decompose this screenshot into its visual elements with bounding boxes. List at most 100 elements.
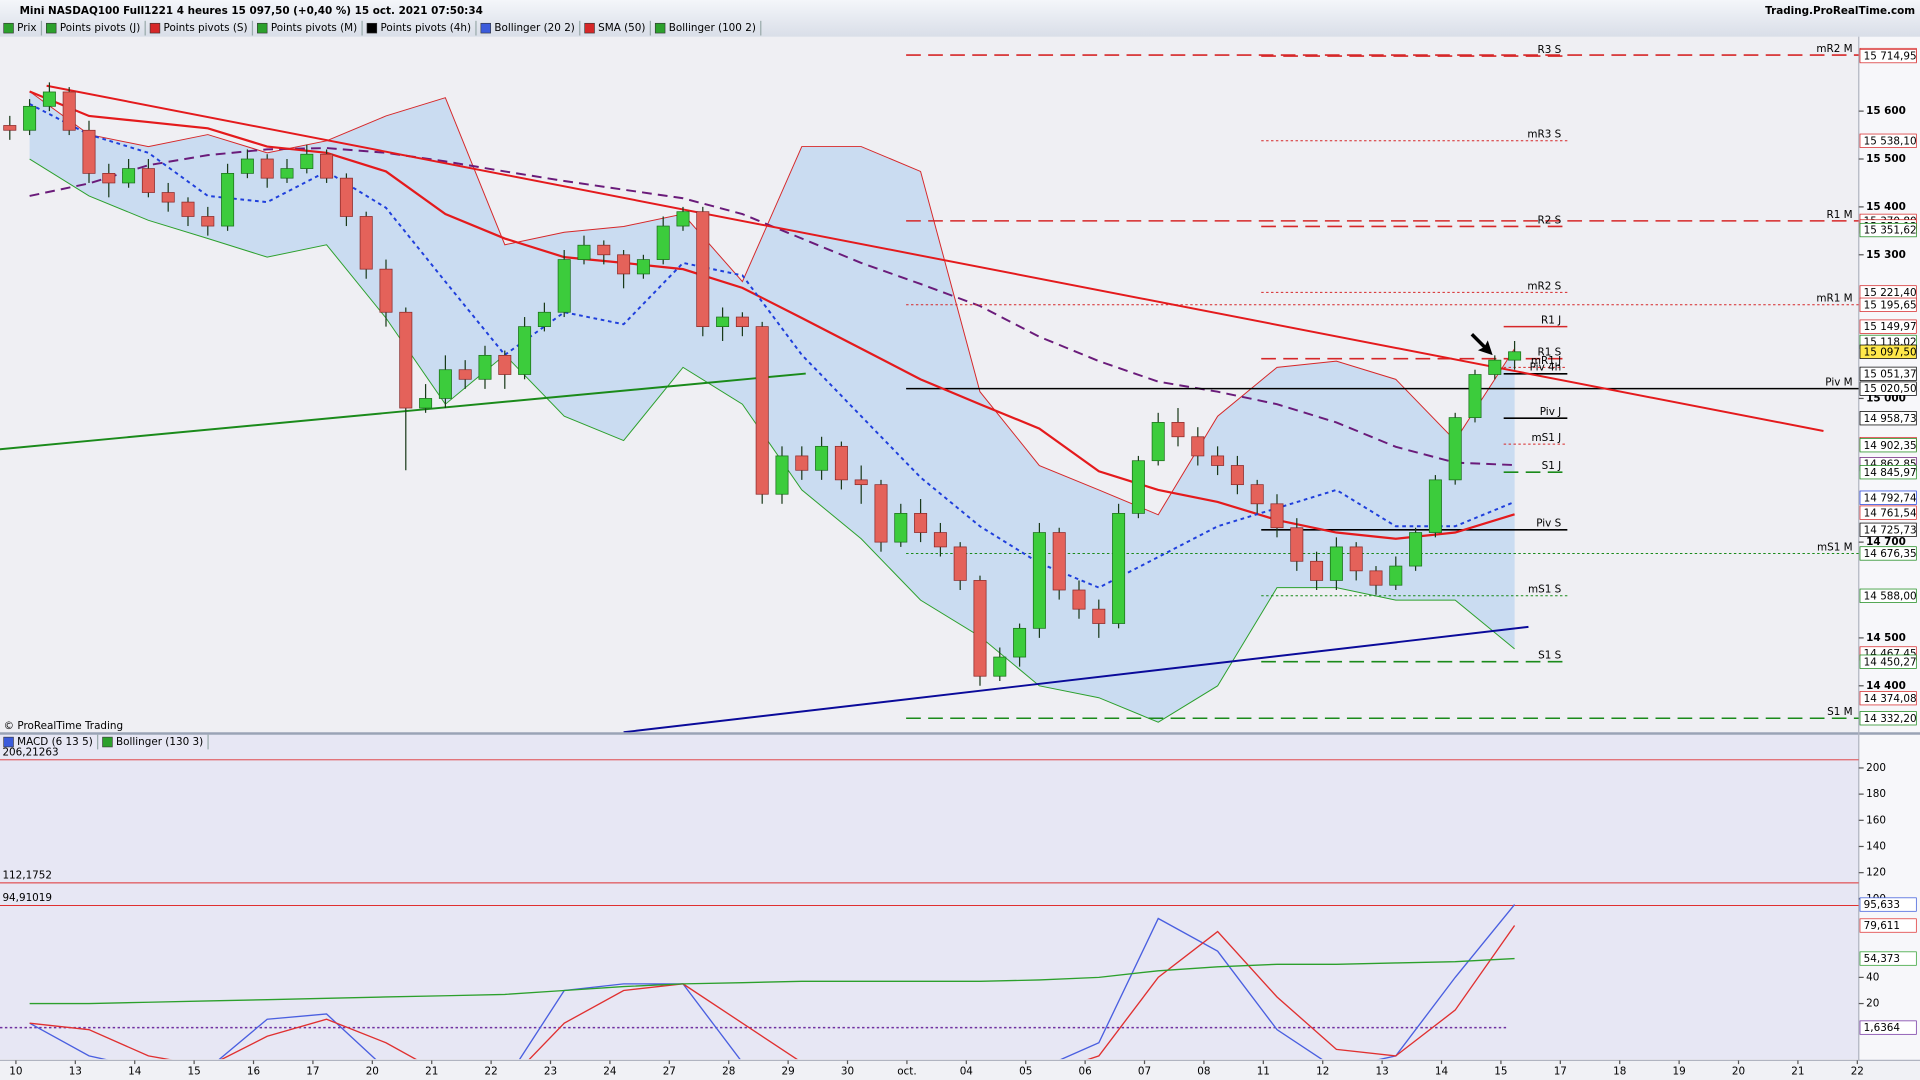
- legend-swatch: [3, 736, 14, 748]
- y-tick-label: 14 700: [1866, 536, 1906, 548]
- x-tick-label: 12: [1316, 1065, 1329, 1077]
- price-tag-label: 15 538,10: [1864, 135, 1917, 147]
- macd-line: [29, 925, 1516, 1060]
- price-tag: [1859, 711, 1917, 726]
- price-tag-label: 15 221,40: [1864, 287, 1917, 299]
- x-tick-label: 22: [1851, 1065, 1864, 1077]
- price-tag: [1859, 133, 1917, 148]
- pivot-label: mR1 J: [1531, 355, 1561, 367]
- candle-body: [320, 153, 334, 179]
- legend-label: SMA (50): [598, 22, 645, 34]
- candle-body: [755, 326, 769, 495]
- price-tag-label: 14 902,35: [1864, 440, 1917, 452]
- candle-body: [1409, 532, 1423, 567]
- candle-body: [280, 168, 294, 179]
- price-tag: [1859, 438, 1917, 453]
- candle-body: [458, 369, 472, 380]
- x-tick-label: 04: [960, 1065, 974, 1077]
- candle-body: [1329, 546, 1343, 581]
- candle-body: [1052, 532, 1066, 591]
- candle-body: [478, 354, 492, 380]
- candle-body: [62, 91, 76, 131]
- price-tag: [1859, 546, 1917, 561]
- candle-body: [1349, 546, 1363, 572]
- legend-swatch: [149, 22, 161, 34]
- candle-body: [1250, 484, 1264, 505]
- macd-level-label: 94,91019: [2, 892, 52, 904]
- candle-body: [993, 656, 1007, 677]
- x-tick-label: 19: [1673, 1065, 1686, 1077]
- legend-swatch: [102, 736, 113, 748]
- legend-label: Points pivots (S): [164, 22, 248, 34]
- x-tick-label: 21: [1791, 1065, 1804, 1077]
- legend-swatch: [3, 22, 14, 34]
- x-tick-label: 21: [425, 1065, 438, 1077]
- candle-body: [656, 225, 670, 260]
- legend-label: Bollinger (20 2): [494, 22, 575, 34]
- price-tag: [1859, 48, 1917, 64]
- candle-body: [438, 369, 452, 399]
- y-tick-label: 15 500: [1866, 153, 1906, 165]
- macd-line: [29, 904, 1516, 1060]
- candle-body: [1013, 627, 1027, 658]
- y-tick-label: 120: [1866, 867, 1886, 879]
- copyright: © ProRealTime Trading: [4, 720, 123, 732]
- price-tag-label: 54,373: [1864, 953, 1900, 965]
- pivot-label: R1 M: [1827, 209, 1853, 221]
- x-tick-label: 10: [9, 1065, 22, 1077]
- x-tick-label: 05: [1019, 1065, 1032, 1077]
- candle-body: [3, 125, 17, 131]
- pivot-label: R1 S: [1537, 347, 1561, 359]
- candle-body: [557, 259, 571, 313]
- x-tick-label: 11: [1257, 1065, 1270, 1077]
- price-tag-label: 14 725,73: [1864, 524, 1917, 536]
- candle-body: [795, 455, 809, 471]
- candle-body: [1032, 532, 1046, 629]
- candle-body: [300, 153, 314, 169]
- y-tick-label: 15 300: [1866, 249, 1906, 261]
- pivot-label: Piv 4h: [1530, 362, 1562, 374]
- pivot-label: R1 J: [1541, 315, 1561, 327]
- x-tick-label: 20: [1732, 1065, 1745, 1077]
- candle-body: [201, 216, 215, 227]
- bollinger-middle: [29, 103, 1515, 589]
- price-tag-label: 1,6364: [1864, 1022, 1901, 1034]
- legend-swatch: [257, 22, 268, 34]
- x-tick-label: 29: [782, 1065, 795, 1077]
- price-tag-label: 15 149,97: [1864, 321, 1917, 333]
- candle-body: [221, 173, 235, 227]
- candle-body: [537, 311, 551, 327]
- price-tag: [1859, 654, 1917, 669]
- candle-body: [122, 168, 136, 184]
- source: Trading.ProRealTime.com: [1765, 5, 1915, 17]
- pivot-label: Piv J: [1540, 406, 1561, 418]
- x-tick-label: 06: [1079, 1065, 1092, 1077]
- price-tag-label: 14 845,97: [1864, 467, 1917, 479]
- candle-body: [339, 177, 353, 217]
- x-tick-label: oct.: [897, 1065, 916, 1077]
- pivot-label: S1 M: [1827, 706, 1852, 718]
- candle-body: [834, 445, 848, 481]
- price-tag: [1859, 951, 1917, 966]
- x-tick-label: 28: [722, 1065, 735, 1077]
- trendline: [46, 84, 1824, 432]
- pivot-label: mS1 S: [1528, 584, 1562, 596]
- candle-body: [379, 268, 393, 313]
- y-tick-label: 200: [1866, 762, 1886, 774]
- candle-body: [597, 244, 611, 256]
- legend-label: Points pivots (M): [271, 22, 357, 34]
- candle-body: [1112, 513, 1126, 624]
- pivot-label: S1 S: [1538, 650, 1562, 662]
- candle-body: [1131, 460, 1145, 514]
- candle-body: [161, 192, 175, 203]
- price-tag-label: 15 351,62: [1864, 225, 1917, 237]
- candle-body: [141, 168, 155, 193]
- candle-body: [854, 479, 868, 486]
- candle-body: [1290, 527, 1304, 562]
- price-tag: [1859, 222, 1917, 238]
- candle-body: [399, 311, 413, 409]
- header-bar: [0, 0, 1920, 37]
- candle-body: [42, 91, 56, 107]
- price-tag: [1859, 522, 1917, 537]
- price-tag-label: 14 588,00: [1864, 590, 1917, 602]
